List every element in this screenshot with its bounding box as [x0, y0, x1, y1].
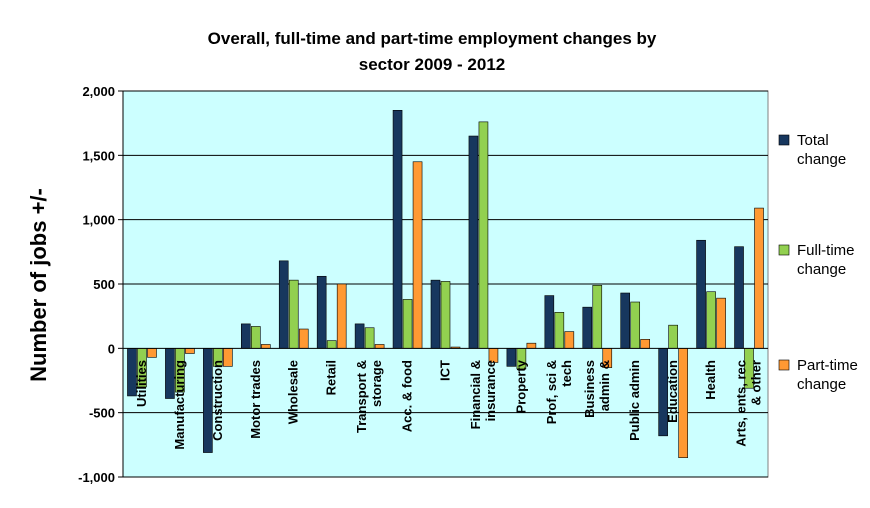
category-label: ICT — [438, 360, 453, 381]
chart-title-line-1: Overall, full-time and part-time employm… — [208, 29, 657, 48]
bar-full-time-change — [630, 301, 641, 349]
category-label: Retail — [324, 360, 339, 395]
category-label-text: & other — [749, 360, 764, 406]
category-label-text: Health — [703, 360, 718, 400]
bar-part-time-change — [185, 348, 195, 354]
category-label-text: ICT — [438, 360, 453, 381]
category-label: Business admin & — [582, 360, 612, 418]
category-label-text: Manufacturing — [172, 360, 187, 450]
y-tick-label: -500 — [89, 406, 115, 421]
category-label: Acc. & food — [400, 360, 415, 432]
y-tick-label: 500 — [93, 277, 115, 292]
bar-full-time-change — [706, 291, 716, 349]
bar-full-time-change — [668, 324, 678, 349]
bar-full-time-change — [478, 121, 489, 349]
category-label: Construction — [210, 360, 225, 441]
bar-full-time-change — [326, 340, 337, 349]
category-label: Transport & storage — [354, 360, 384, 433]
bar-total-change — [278, 260, 289, 349]
bar-part-time-change — [526, 342, 537, 349]
bar-total-change — [582, 306, 593, 349]
category-label-text: insurance — [483, 360, 498, 421]
category-label-text: Arts, ents, rec — [734, 360, 749, 447]
y-tick-label: 0 — [108, 341, 115, 356]
category-label: Utilities — [134, 360, 149, 407]
legend-entry: Total change — [797, 132, 846, 168]
category-label-text: Acc. & food — [400, 360, 415, 432]
category-label-text: Motor trades — [248, 360, 263, 439]
bar-total-change — [430, 279, 441, 349]
y-tick-label: 1,500 — [82, 148, 115, 163]
chart-title-line-2: sector 2009 - 2012 — [359, 55, 506, 74]
category-label-text: Financial & — [468, 360, 483, 429]
bars — [127, 110, 764, 459]
category-label: Health — [703, 360, 718, 400]
bar-full-time-change — [364, 327, 375, 349]
bar-full-time-change — [592, 284, 603, 349]
bar-part-time-change — [260, 344, 271, 349]
bar-full-time-change — [250, 326, 261, 349]
legend-entry: Full-time change — [797, 242, 855, 278]
y-tick-label: 2,000 — [82, 84, 115, 99]
bar-total-change — [696, 239, 706, 349]
category-label-text: Retail — [324, 360, 339, 395]
bar-part-time-change — [147, 348, 157, 358]
bar-full-time-change — [440, 281, 451, 349]
bar-part-time-change — [336, 283, 347, 349]
category-label: Property — [513, 359, 528, 413]
bar-part-time-change — [716, 297, 726, 349]
category-label-text: Utilities — [134, 360, 149, 407]
category-label: Manufacturing — [172, 360, 187, 450]
category-label-text: Construction — [210, 360, 225, 441]
category-label: Education — [665, 360, 680, 423]
y-tick-label: -1,000 — [78, 470, 115, 485]
category-label-text: Transport & — [354, 360, 369, 433]
bar-full-time-change — [288, 279, 299, 349]
legend: Total change Full-time change Part-time chang… — [778, 132, 858, 393]
category-labels: Utilities Manufacturing Construction Motor … — [134, 359, 764, 449]
bar-part-time-change — [640, 339, 651, 349]
bar-part-time-change — [754, 207, 764, 349]
category-label-text: admin & — [597, 360, 612, 411]
category-label-text: Business — [582, 360, 597, 418]
bar-full-time-change — [402, 299, 413, 349]
legend-swatch — [778, 244, 790, 256]
bar-total-change — [354, 323, 365, 349]
category-label-text: Property — [513, 359, 528, 413]
category-label: Arts, ents, rec & other — [734, 360, 764, 447]
category-label: Public admin — [627, 360, 642, 441]
category-label-text: Public admin — [627, 360, 642, 441]
y-axis-label: Number of jobs +/- — [26, 188, 51, 382]
category-label-text: Education — [665, 360, 680, 423]
category-label-text: Prof, sci & — [544, 360, 559, 424]
axes — [118, 90, 768, 478]
bar-total-change — [392, 110, 403, 349]
bar-total-change — [468, 135, 479, 349]
bar-total-change — [240, 323, 251, 349]
category-label-text: Wholesale — [286, 360, 301, 424]
category-label: Wholesale — [286, 360, 301, 424]
y-tick-label: 1,000 — [82, 213, 115, 228]
bar-total-change — [734, 246, 744, 349]
category-label: Prof, sci & tech — [544, 360, 574, 424]
y-tick-labels: -1,000 -500 0 500 1,000 1,500 2,000 — [78, 84, 115, 485]
legend-entry: Part-time change — [797, 357, 858, 393]
bar-total-change — [620, 292, 631, 349]
bar-part-time-change — [412, 161, 423, 349]
bar-part-time-change — [564, 331, 575, 349]
legend-swatch — [778, 134, 790, 146]
bar-part-time-change — [374, 344, 385, 349]
bar-full-time-change — [554, 312, 565, 349]
bar-part-time-change — [298, 328, 309, 349]
bar-total-change — [316, 275, 327, 349]
category-label: Motor trades — [248, 360, 263, 439]
category-label-text: tech — [559, 360, 574, 387]
category-label: Financial & insurance — [468, 360, 498, 429]
bar-total-change — [544, 295, 555, 349]
legend-swatch — [778, 359, 790, 371]
category-label-text: storage — [369, 360, 384, 407]
